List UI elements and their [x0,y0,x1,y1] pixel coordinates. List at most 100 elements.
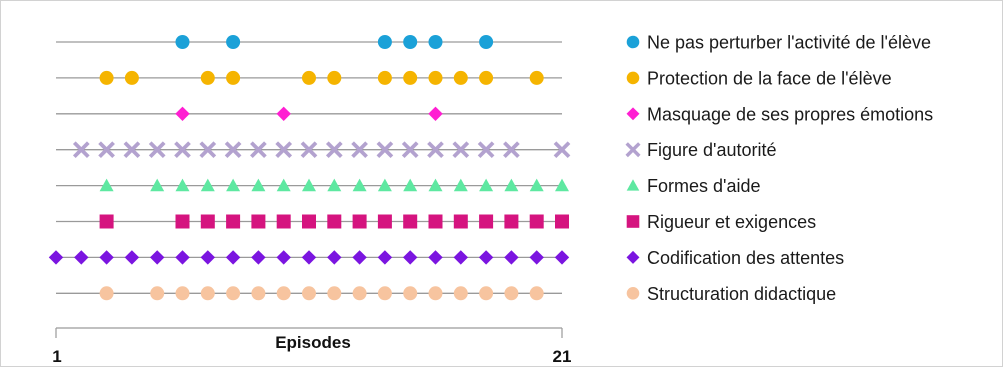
data-point [277,250,291,264]
data-point [454,286,468,300]
series-row [56,71,562,85]
data-point [99,250,113,264]
data-point [327,179,341,192]
data-point [429,35,443,49]
x-axis: Episodes 1 21 [52,328,571,366]
data-point [302,286,316,300]
data-point [277,286,291,300]
data-point [504,250,518,264]
data-point [74,250,88,264]
data-point [327,215,341,229]
data-point [429,179,443,192]
legend-label: Formes d'aide [647,176,760,196]
data-point [479,71,493,85]
data-point [428,107,442,121]
data-point [201,71,215,85]
data-point [479,35,493,49]
data-point [352,250,366,264]
data-point [454,250,468,264]
data-point [226,250,240,264]
data-point [428,250,442,264]
data-point [175,107,189,121]
data-point [201,215,215,229]
data-point [530,250,544,264]
data-point [251,250,265,264]
data-point [378,35,392,49]
data-point [327,250,341,264]
x-axis-title: Episodes [275,333,351,352]
legend-item: Ne pas perturber l'activité de l'élève [627,33,931,53]
legend-label: Figure d'autorité [647,140,777,160]
data-point [175,250,189,264]
data-point [479,179,493,192]
legend-label: Codification des attentes [647,248,844,268]
data-point [403,250,417,264]
data-point [226,179,240,192]
data-point [150,286,164,300]
legend-marker [627,287,640,300]
data-point [378,179,392,192]
data-point [454,71,468,85]
data-point [100,179,114,192]
legend-item: Rigueur et exigences [627,212,816,232]
data-point [504,215,518,229]
data-point [530,286,544,300]
data-point [454,179,468,192]
data-point [226,286,240,300]
legend-label: Masquage de ses propres émotions [647,104,933,124]
data-point [504,179,518,192]
data-point [530,179,544,192]
legend-marker [627,215,640,228]
series-row [56,35,562,49]
data-point [555,179,569,192]
data-point [327,286,341,300]
data-point [403,71,417,85]
data-point [378,71,392,85]
data-point [378,215,392,229]
x-tick-label-start: 1 [52,347,61,366]
data-point [378,286,392,300]
data-point [226,215,240,229]
data-point [530,215,544,229]
data-point [353,179,367,192]
data-point [226,71,240,85]
data-point [403,286,417,300]
data-point [353,215,367,229]
data-point [125,71,139,85]
data-point [277,215,291,229]
data-point [302,71,316,85]
series-row [56,179,569,192]
legend-label: Structuration didactique [647,284,836,304]
data-point [353,286,367,300]
legend-marker [627,179,640,190]
legend-item: Figure d'autorité [627,140,777,160]
data-point [429,215,443,229]
data-point [479,250,493,264]
data-point [226,35,240,49]
legend-marker [627,72,640,85]
data-point [403,215,417,229]
data-point [555,250,569,264]
data-point [454,215,468,229]
legend-marker [627,143,640,156]
data-point [504,286,518,300]
legend-item: Masquage de ses propres émotions [627,104,934,124]
legend-item: Codification des attentes [627,248,845,268]
data-point [176,35,190,49]
legend: Ne pas perturber l'activité de l'élève Pr… [627,33,934,304]
legend-item: Formes d'aide [627,176,761,196]
legend-marker [627,107,640,120]
legend-label: Protection de la face de l'élève [647,68,892,88]
data-point [251,215,265,229]
data-point [150,250,164,264]
legend-label: Rigueur et exigences [647,212,816,232]
data-point [176,179,190,192]
data-point [176,215,190,229]
data-point [302,215,316,229]
data-point [555,215,569,229]
data-point [125,250,139,264]
series-row [56,107,562,121]
series-rows [49,35,569,300]
